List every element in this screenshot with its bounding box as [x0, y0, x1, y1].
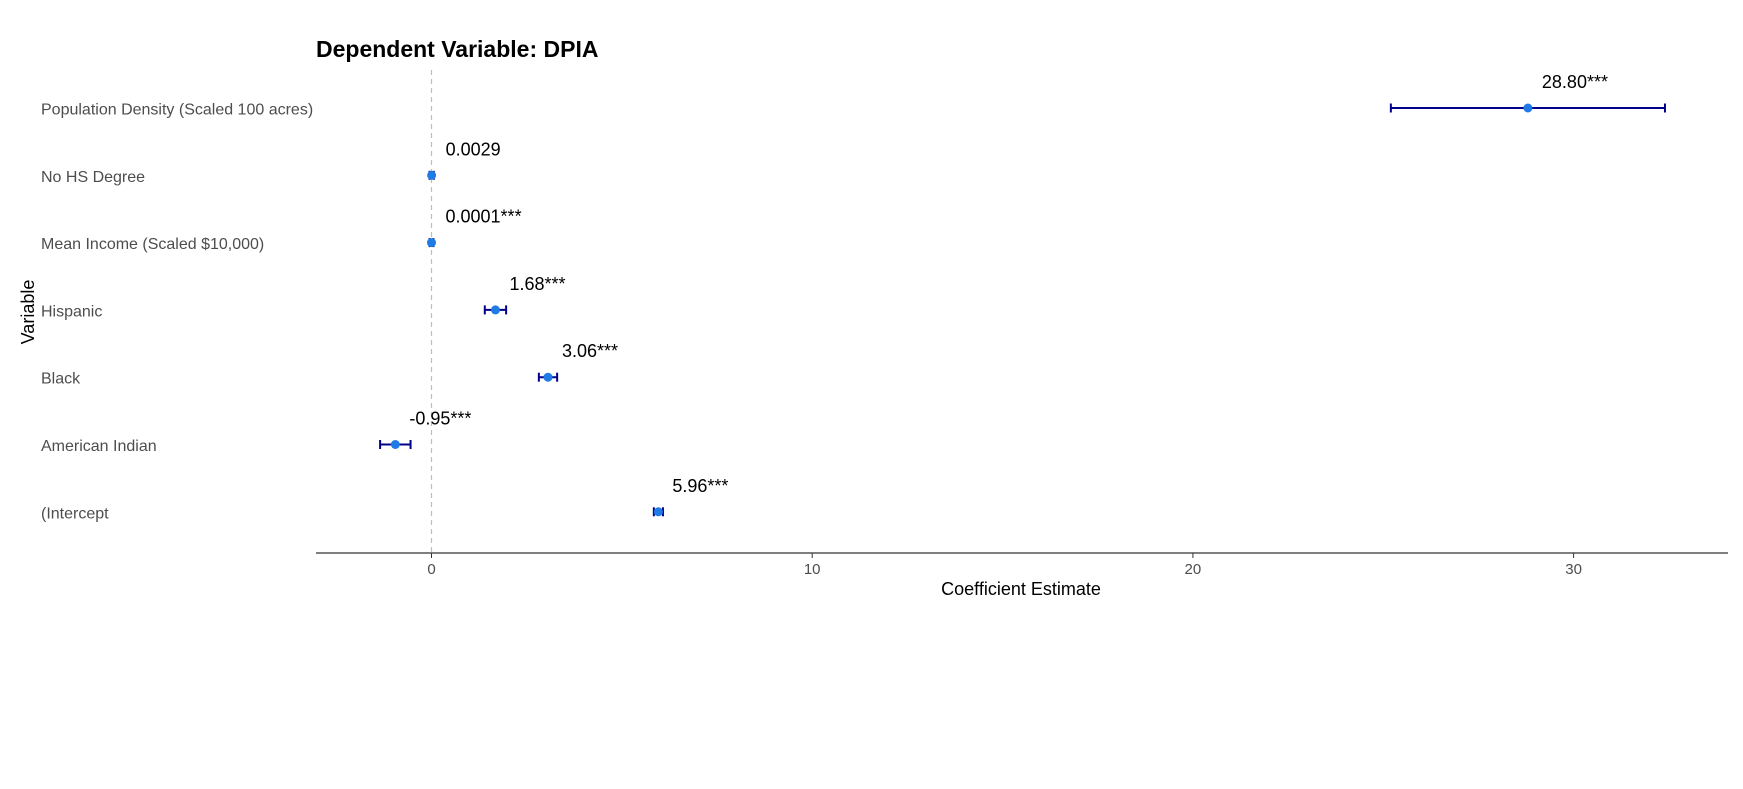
- y-tick-label-population-density-scaled-100-acres: Population Density (Scaled 100 acres): [41, 102, 313, 119]
- y-tick-label-intercept: (Intercept: [41, 505, 109, 522]
- x-tick-label: 30: [1565, 561, 1582, 578]
- data-label-american-indian: -0.95***: [409, 409, 471, 429]
- plot-area: Population Density (Scaled 100 acres) 28.…: [41, 70, 1665, 553]
- data-label-mean-income-scaled-10-000: 0.0001***: [446, 207, 522, 227]
- y-tick-label-black: Black: [41, 371, 81, 388]
- point-estimate-intercept: [654, 507, 663, 516]
- x-tick-label: 10: [804, 561, 821, 578]
- point-estimate-american-indian: [391, 440, 400, 449]
- x-tick-label: 0: [427, 561, 435, 578]
- point-estimate-hispanic: [491, 305, 500, 314]
- data-label-population-density-scaled-100-acres: 28.80***: [1542, 72, 1608, 92]
- data-label-hispanic: 1.68***: [509, 274, 565, 294]
- data-label-intercept: 5.96***: [672, 476, 728, 496]
- x-axis-title: Coefficient Estimate: [941, 579, 1101, 599]
- data-label-no-hs-degree: 0.0029: [446, 139, 501, 159]
- x-tick-label: 20: [1185, 561, 1202, 578]
- point-estimate-black: [543, 373, 552, 382]
- y-tick-label-hispanic: Hispanic: [41, 303, 102, 320]
- point-estimate-population-density-scaled-100-acres: [1523, 104, 1532, 113]
- y-tick-label-no-hs-degree: No HS Degree: [41, 169, 145, 186]
- y-tick-label-mean-income-scaled-10-000: Mean Income (Scaled $10,000): [41, 236, 264, 253]
- x-axis-ticks: 0 10 20 30: [427, 553, 1582, 578]
- point-estimate-no-hs-degree: [427, 171, 436, 180]
- y-tick-label-american-indian: American Indian: [41, 438, 157, 455]
- point-estimate-mean-income-scaled-10-000: [427, 238, 436, 247]
- chart-title: Dependent Variable: DPIA: [316, 36, 598, 62]
- y-axis-title: Variable: [18, 280, 38, 345]
- data-label-black: 3.06***: [562, 341, 618, 361]
